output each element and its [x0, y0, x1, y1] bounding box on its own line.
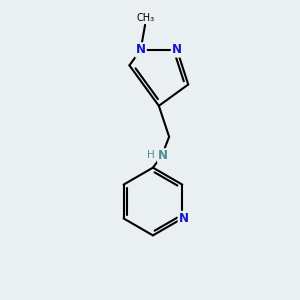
Text: N: N	[136, 44, 146, 56]
Text: N: N	[158, 149, 168, 162]
Text: N: N	[172, 44, 182, 56]
Text: H: H	[147, 150, 154, 160]
Text: N: N	[179, 212, 189, 225]
Text: CH₃: CH₃	[136, 14, 154, 23]
